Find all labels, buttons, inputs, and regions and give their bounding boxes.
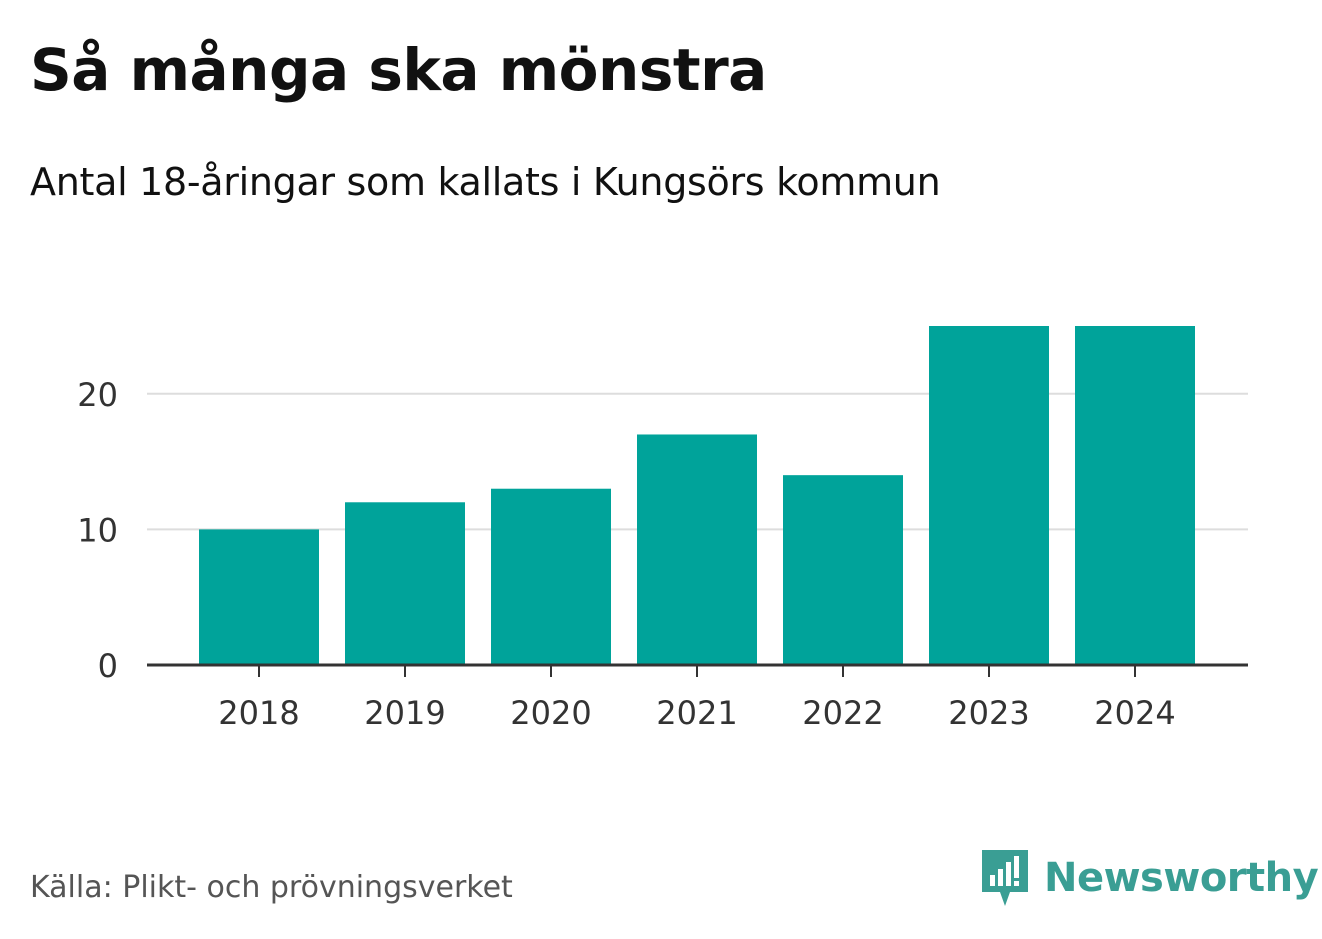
x-tick-label: 2019 xyxy=(364,694,445,732)
bar-2020 xyxy=(491,488,611,665)
bar-2024 xyxy=(1075,326,1195,665)
newsworthy-logo-icon xyxy=(982,850,1028,906)
x-tick-label: 2020 xyxy=(510,694,591,732)
x-tick-label: 2022 xyxy=(802,694,883,732)
x-tick-label: 2021 xyxy=(656,694,737,732)
source-note: Källa: Plikt- och prövningsverket xyxy=(30,870,513,905)
chart-title: Så många ska mönstra xyxy=(30,36,767,104)
bar-2018 xyxy=(199,529,319,665)
bar-2021 xyxy=(637,434,757,665)
x-tick-label: 2018 xyxy=(218,694,299,732)
x-tick-label: 2023 xyxy=(948,694,1029,732)
y-tick-label: 20 xyxy=(77,376,118,414)
brand-name: Newsworthy xyxy=(1044,855,1319,901)
bar-2019 xyxy=(345,502,465,665)
brand-logo: Newsworthy xyxy=(980,848,1319,908)
bar-2022 xyxy=(783,475,903,665)
bar-2023 xyxy=(929,326,1049,665)
x-tick-label: 2024 xyxy=(1094,694,1175,732)
y-tick-label: 0 xyxy=(98,647,118,685)
y-tick-label: 10 xyxy=(77,511,118,549)
chart-subtitle: Antal 18-åringar som kallats i Kungsörs … xyxy=(30,160,941,204)
